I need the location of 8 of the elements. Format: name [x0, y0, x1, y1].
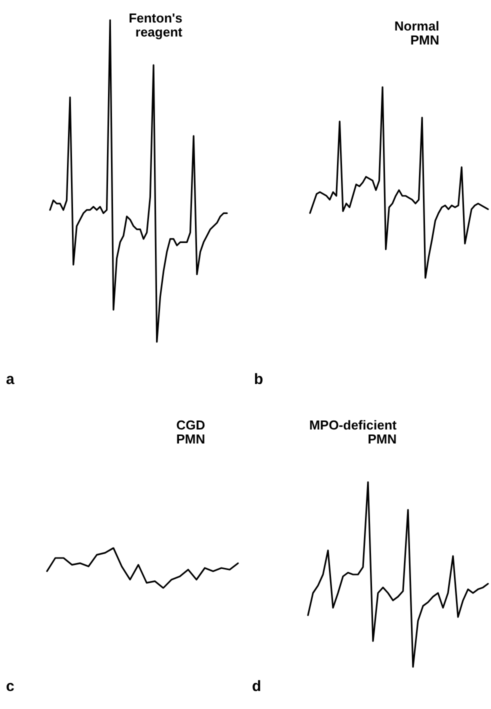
text: b [254, 371, 264, 388]
text: a [6, 371, 15, 388]
text: c [6, 678, 14, 695]
chart-title: MPO-deficient PMN [309, 418, 398, 446]
chart-title: Normal PMN [394, 18, 440, 48]
text: d [252, 678, 262, 695]
chart-title: Fenton's reagent [128, 10, 184, 40]
chart-title: CGD PMN [176, 418, 206, 446]
